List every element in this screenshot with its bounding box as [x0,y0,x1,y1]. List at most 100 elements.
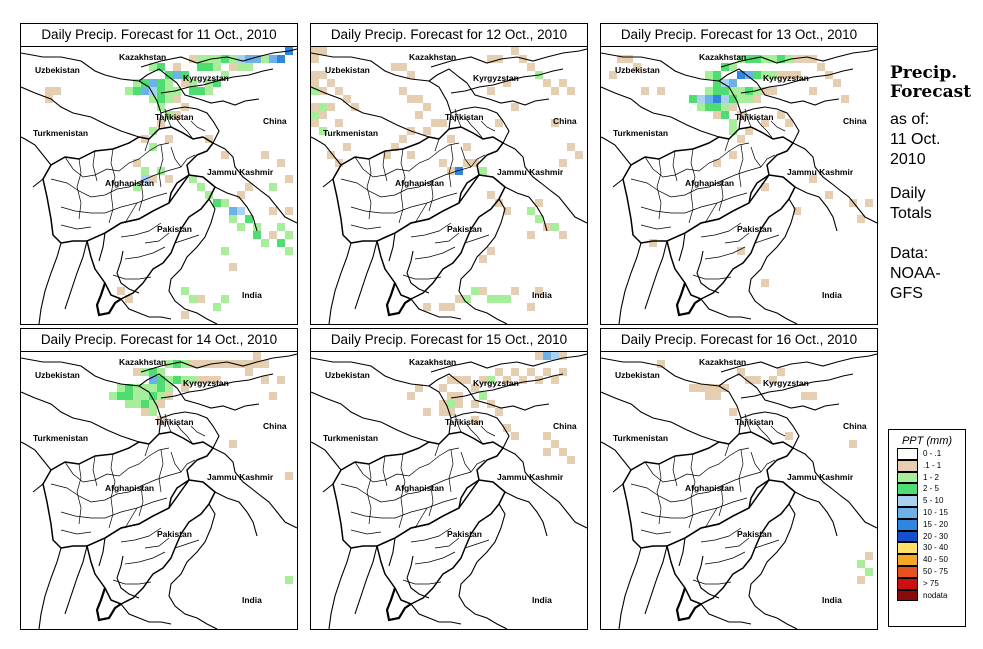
precip-cell [221,71,229,79]
map-label-tajikistan: Tajikistan [155,417,194,427]
precip-cell [189,295,197,303]
legend-item: nodata [897,589,965,602]
country-boundary [718,68,758,84]
precip-cell [181,384,189,392]
precip-cell [705,87,713,95]
precip-cell [785,71,793,79]
precip-cell [165,111,173,119]
legend-swatch [897,554,918,566]
precip-cell [165,95,173,103]
precip-cell [285,576,293,584]
precip-cell [319,127,327,135]
precip-cell [261,360,269,368]
province-boundary [470,154,486,168]
precip-cell [495,119,503,127]
precip-cell [753,71,761,79]
legend-label: 1 - 2 [923,472,940,482]
precip-cell [237,55,245,63]
country-boundary [168,503,218,629]
country-boundary [601,357,686,381]
country-boundary [21,357,106,381]
precip-cell [455,392,463,400]
precip-cell [713,71,721,79]
precip-cell [713,87,721,95]
pakistan-boundary [666,174,796,300]
country-boundary [120,603,172,625]
precip-cell [657,87,665,95]
precip-cell [785,119,793,127]
precip-cell [471,400,479,408]
precip-cell [205,191,213,199]
province-boundary [464,539,490,549]
precip-cell [205,376,213,384]
province-boundary [672,455,678,487]
precip-cell [149,63,157,71]
province-boundary [92,150,98,182]
map-label-tajikistan: Tajikistan [445,112,484,122]
country-boundary [328,547,352,629]
country-boundary [601,391,720,443]
precip-cell [463,295,471,303]
precip-cell [117,384,125,392]
province-boundary [174,539,200,549]
country-boundary [612,178,624,188]
province-boundary [366,463,372,525]
side-title-line2: Forecast [890,82,972,102]
country-boundary [98,232,106,262]
map-label-india: India [822,290,842,300]
precip-cell [487,400,495,408]
precip-cell [769,55,777,63]
panel-title: Daily Precip. Forecast for 14 Oct., 2010 [21,329,297,352]
precip-cell [141,368,149,376]
precip-cell [511,287,519,295]
province-boundary [760,459,776,473]
map-label-turkmenistan: Turkmenistan [33,128,89,138]
precip-cell [535,352,543,360]
precip-cell [149,384,157,392]
province-boundary [704,507,718,529]
legend-swatch [897,577,918,590]
precip-cell [713,103,721,111]
precip-cell [439,159,447,167]
map-label-turkmenistan: Turkmenistan [323,433,379,443]
country-boundary [601,86,720,138]
precip-cell [793,55,801,63]
precip-cell [527,368,535,376]
province-boundary [158,144,164,188]
as-of-date-line2: 2010 [890,151,926,168]
legend-label: > 75 [923,578,939,588]
precip-cell [141,167,149,175]
legend-label: 15 - 20 [923,519,948,529]
precip-cell [463,159,471,167]
map-label-uzbekistan: Uzbekistan [35,65,80,75]
precip-cell [197,55,205,63]
precip-cell [149,408,157,416]
province-boundary [76,463,82,525]
precip-cell [431,119,439,127]
province-boundary [410,527,452,543]
province-boundary [170,146,182,168]
precip-cell [149,376,157,384]
country-boundary [428,68,468,84]
precip-cell [689,95,697,103]
province-boundary [754,539,780,549]
country-boundary [794,186,838,232]
precip-cell [277,55,285,63]
province-boundary [124,551,166,565]
country-boundary [311,357,396,381]
precip-cell [221,295,229,303]
country-boundary [696,555,720,599]
province-boundary [644,142,750,178]
map-label-kyrgyzstan: Kyrgyzstan [473,378,519,388]
legend-swatch [897,506,918,519]
legend-swatch [897,448,918,460]
pakistan-boundary [86,174,216,300]
precip-cell [189,87,197,95]
country-boundary [388,537,396,567]
province-boundary [124,202,138,224]
country-boundary [32,483,44,493]
precip-cell [559,352,567,360]
precip-cell [327,79,335,87]
province-boundary [414,507,428,529]
province-boundary [724,232,750,244]
